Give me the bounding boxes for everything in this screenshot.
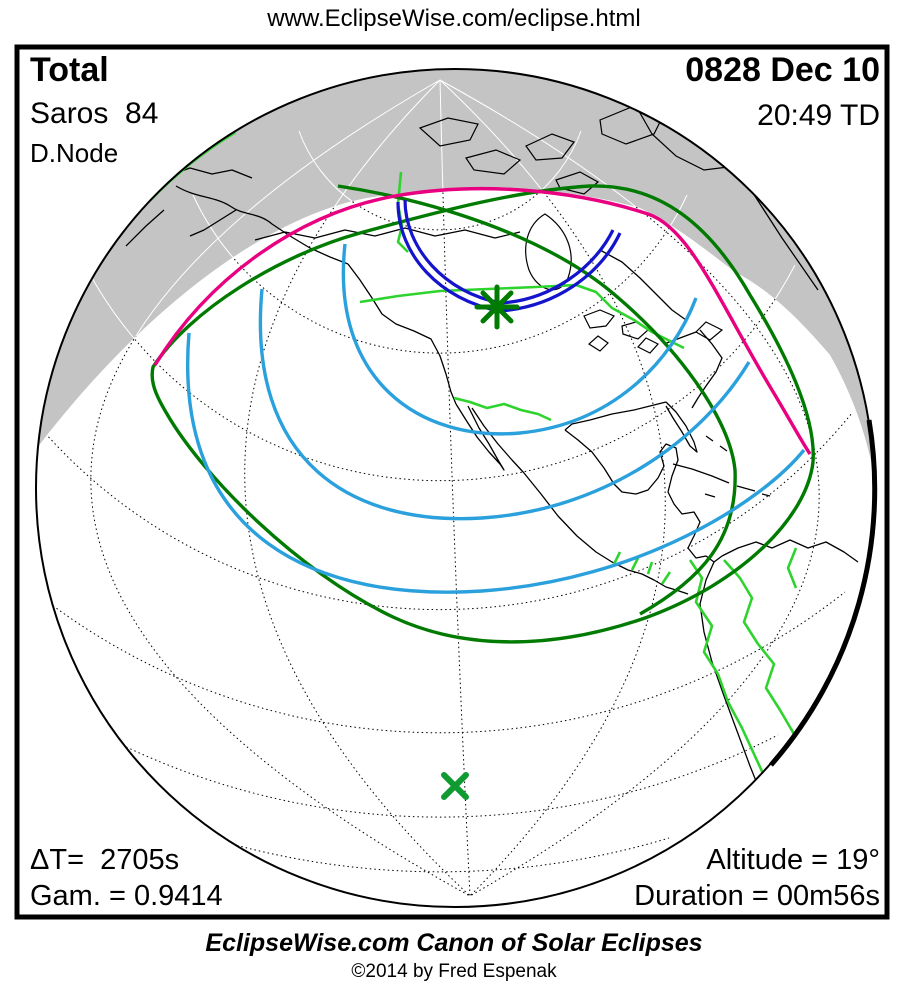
rise-set-curve xyxy=(153,186,812,455)
duration-label: Duration = 00m56s xyxy=(634,880,880,912)
map-frame xyxy=(14,44,890,920)
gamma-label: Gam. = 0.9414 xyxy=(30,880,223,912)
delta-t-label: ΔT= 2705s xyxy=(30,844,180,876)
globe xyxy=(36,69,874,897)
time-label: 20:49 TD xyxy=(757,99,880,132)
magnitude-curves xyxy=(186,243,806,594)
footer-title: EclipseWise.com Canon of Solar Eclipses xyxy=(205,929,703,957)
sunrise-sunset-shading xyxy=(36,69,874,470)
header-url: www.EclipseWise.com/eclipse.html xyxy=(267,5,641,32)
date-label: 0828 Dec 10 xyxy=(685,51,880,89)
inner-limit-curve xyxy=(337,184,737,616)
penumbral-limit-curve xyxy=(150,184,815,644)
footer-copyright: ©2014 by Fred Espenak xyxy=(351,961,557,982)
globe-limb-thick-segment xyxy=(769,419,878,767)
saros-label: Saros 84 xyxy=(30,97,159,130)
greatest-eclipse-marker xyxy=(474,284,520,330)
eclipse-type-label: Total xyxy=(30,51,109,89)
subsolar-point-marker xyxy=(441,772,469,800)
node-label: D.Node xyxy=(30,138,119,168)
altitude-label: Altitude = 19° xyxy=(706,844,880,876)
